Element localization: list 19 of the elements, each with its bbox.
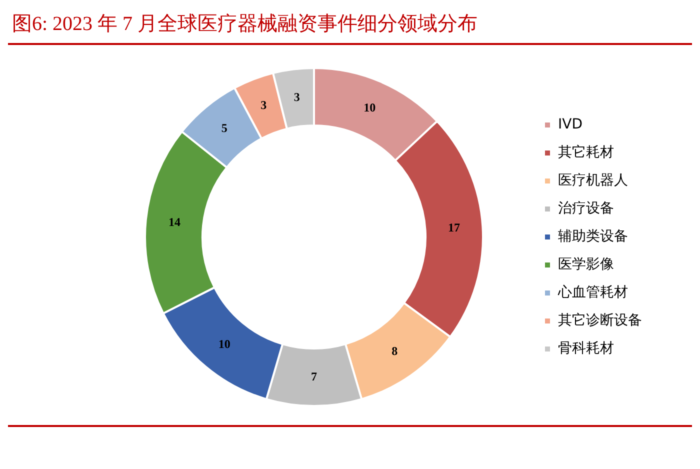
- data-label: 8: [392, 344, 398, 358]
- data-label: 14: [168, 214, 180, 229]
- legend-label: IVD: [558, 116, 582, 133]
- data-label: 17: [448, 220, 460, 235]
- legend-label: 辅助类设备: [558, 228, 628, 245]
- legend-label: 治疗设备: [558, 200, 614, 217]
- data-label: 10: [218, 336, 230, 351]
- legend-label: 医学影像: [558, 256, 614, 273]
- legend-label: 其它耗材: [558, 144, 614, 161]
- data-label: 3: [260, 98, 267, 112]
- legend-label: 医疗机器人: [558, 172, 628, 189]
- legend-label: 骨科耗材: [558, 340, 614, 357]
- data-label: 7: [311, 369, 317, 384]
- legend-label: 其它诊断设备: [558, 312, 642, 329]
- chart-title: 图6: 2023 年 7 月全球医疗器械融资事件细分领域分布: [11, 12, 479, 37]
- legend-label: 心血管耗材: [557, 284, 628, 301]
- data-label: 10: [364, 100, 376, 114]
- data-label: 3: [294, 90, 300, 104]
- data-label: 5: [221, 121, 228, 136]
